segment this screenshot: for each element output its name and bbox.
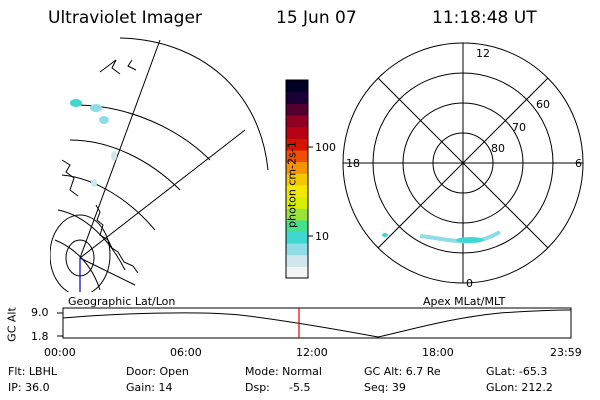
colorbar-cell (286, 196, 308, 209)
colorbar-cell (286, 126, 308, 139)
info-mode: Mode: Normal (245, 365, 322, 378)
mlat-label-80: 80 (491, 142, 505, 155)
colorbar-cell (286, 80, 308, 93)
mlat-label-60: 60 (536, 98, 550, 111)
gc-alt-tick-low: 1.8 (31, 330, 49, 343)
info-glat: GLat: -65.3 (486, 365, 548, 378)
gc-alt-tick-high: 9.0 (31, 306, 49, 319)
colorbar-tick-10: 10 (315, 230, 329, 243)
info-gain: Gain: 14 (126, 381, 173, 394)
info-gc-alt: GC Alt: 6.7 Re (364, 365, 441, 378)
info-dsp: Dsp: (245, 381, 270, 394)
colorbar-cell (286, 114, 308, 128)
mlt-label-18: 18 (346, 157, 360, 170)
mlt-label-12: 12 (476, 47, 490, 60)
colorbar-tick-100: 100 (315, 141, 336, 154)
colorbar-cell (286, 231, 308, 244)
colorbar-cell (286, 103, 308, 116)
colorbar-cell (286, 266, 308, 279)
info-flt: Flt: LBHL (8, 365, 57, 378)
gc-alt-plot (57, 307, 572, 339)
geographic-map (50, 37, 269, 292)
colorbar-cell (286, 243, 308, 256)
colorbar-cell (286, 208, 308, 221)
time-tick-1800: 18:00 (422, 346, 454, 359)
polar-plot-label: Apex MLat/MLT (423, 295, 506, 308)
info-glon: GLon: 212.2 (486, 381, 553, 394)
time-tick-0000: 00:00 (44, 346, 76, 359)
info-seq: Seq: 39 (364, 381, 406, 394)
colorbar-cell (286, 254, 308, 267)
info-ip: IP: 36.0 (8, 381, 50, 394)
colorbar (285, 79, 313, 279)
colorbar-cell (286, 219, 308, 233)
info-dsp-value: -5.5 (289, 381, 311, 394)
mlt-label-6: 6 (575, 157, 582, 170)
date-label: 15 Jun 07 (276, 8, 357, 28)
colorbar-cell (286, 161, 308, 174)
gc-alt-axis-label: GC Alt (5, 307, 19, 342)
colorbar-label: photon cm-2s-1 (285, 141, 299, 228)
mlt-label-0: 0 (466, 277, 473, 290)
time-tick-2359: 23:59 (550, 346, 582, 359)
mlat-label-70: 70 (512, 121, 526, 134)
time-tick-1200: 12:00 (296, 346, 328, 359)
colorbar-cell (286, 149, 308, 163)
time-tick-0600: 06:00 (170, 346, 202, 359)
info-door: Door: Open (126, 365, 189, 378)
instrument-title: Ultraviolet Imager (48, 8, 202, 28)
colorbar-cell (286, 91, 308, 104)
geo-map-label: Geographic Lat/Lon (68, 295, 176, 308)
polar-plot (342, 42, 584, 284)
colorbar-cell (286, 173, 308, 186)
time-label: 11:18:48 UT (432, 8, 537, 28)
colorbar-cell (286, 184, 308, 198)
colorbar-cell (286, 138, 308, 151)
